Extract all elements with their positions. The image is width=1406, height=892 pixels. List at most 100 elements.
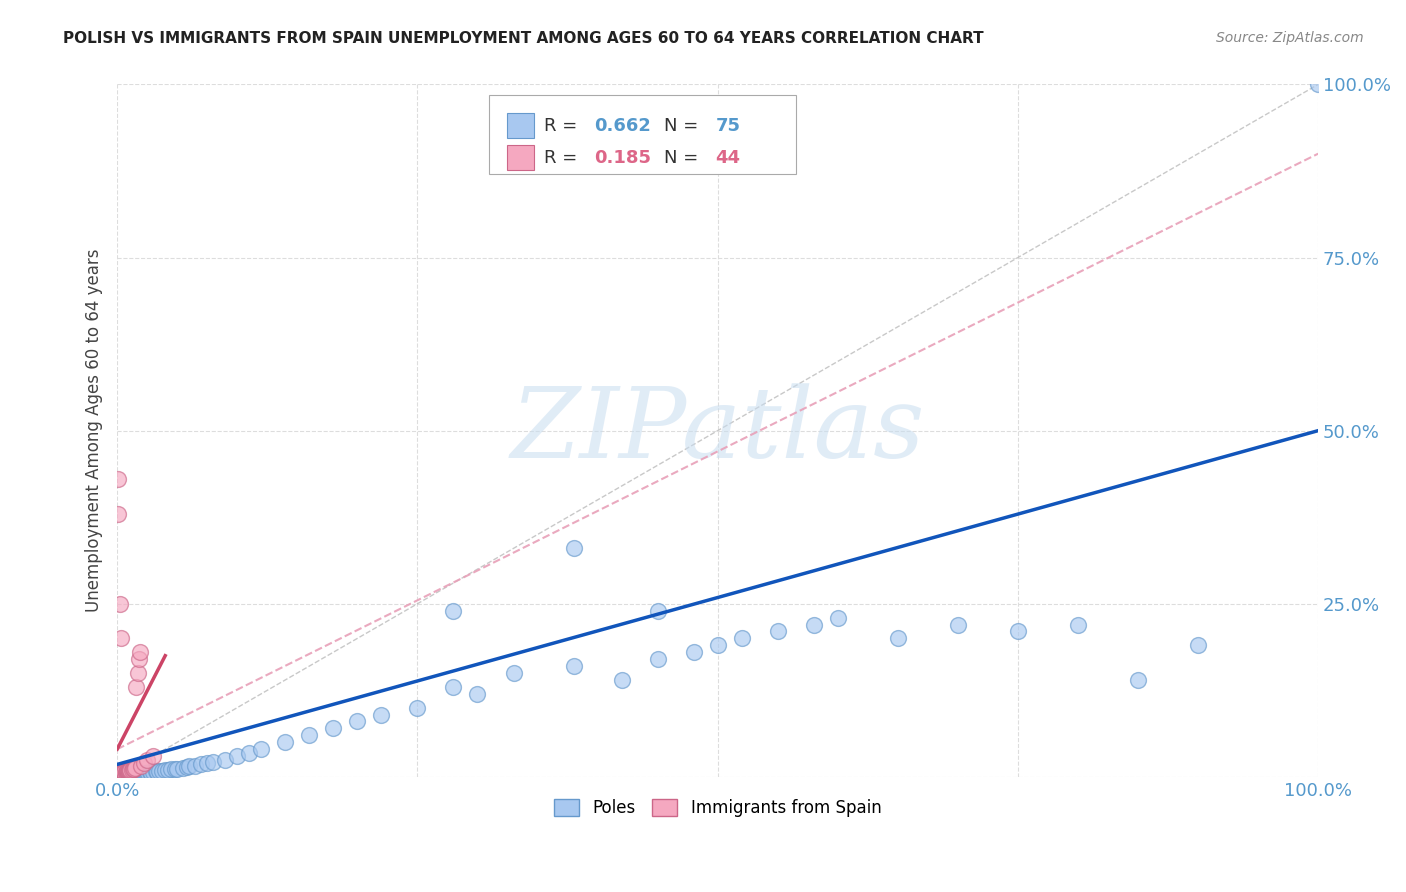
Point xyxy=(115,764,138,779)
Point xyxy=(108,768,131,782)
Point xyxy=(112,767,135,781)
Point xyxy=(118,767,141,781)
Point xyxy=(127,665,149,680)
Point xyxy=(706,638,728,652)
Point xyxy=(1187,638,1209,652)
Point xyxy=(443,604,465,618)
Text: Source: ZipAtlas.com: Source: ZipAtlas.com xyxy=(1216,31,1364,45)
Point xyxy=(274,735,297,749)
Point xyxy=(1067,617,1090,632)
Point xyxy=(120,768,142,782)
Text: 0.662: 0.662 xyxy=(593,117,651,135)
Point xyxy=(124,765,146,780)
Point xyxy=(803,617,825,632)
Point xyxy=(114,764,136,779)
Point xyxy=(124,761,146,775)
Point xyxy=(132,756,155,770)
Point xyxy=(108,765,131,780)
Point xyxy=(129,759,152,773)
Point xyxy=(160,762,183,776)
Point xyxy=(112,766,135,780)
Text: R =: R = xyxy=(544,149,576,167)
Point xyxy=(115,768,138,782)
Point xyxy=(117,764,139,779)
Point xyxy=(117,764,139,779)
Point xyxy=(195,756,218,770)
Point xyxy=(128,652,150,666)
Point xyxy=(946,617,969,632)
Point xyxy=(105,767,128,781)
Point xyxy=(298,728,321,742)
Point xyxy=(110,765,132,780)
Point xyxy=(120,764,142,778)
Point xyxy=(131,767,153,781)
Point xyxy=(108,597,131,611)
Point xyxy=(887,632,910,646)
Point xyxy=(111,766,134,780)
Point xyxy=(647,604,669,618)
Point xyxy=(1126,673,1149,687)
Text: N =: N = xyxy=(664,149,697,167)
Point xyxy=(166,762,188,776)
Point xyxy=(172,761,194,775)
Point xyxy=(107,507,129,521)
Text: N =: N = xyxy=(664,117,697,135)
Point xyxy=(155,763,177,777)
Point xyxy=(502,665,524,680)
Bar xyxy=(508,145,534,170)
Point xyxy=(156,763,179,777)
Point xyxy=(120,763,142,777)
Legend: Poles, Immigrants from Spain: Poles, Immigrants from Spain xyxy=(547,792,889,824)
Point xyxy=(139,765,162,780)
Point xyxy=(562,541,585,556)
Point xyxy=(766,624,789,639)
Point xyxy=(107,767,129,781)
Point xyxy=(682,645,704,659)
Point xyxy=(647,652,669,666)
Point xyxy=(117,767,139,781)
Point xyxy=(127,766,149,780)
Point xyxy=(110,632,132,646)
Point xyxy=(111,766,134,780)
Point xyxy=(406,700,429,714)
Point xyxy=(145,764,167,779)
Point xyxy=(121,762,143,776)
Point xyxy=(114,766,136,780)
Text: 44: 44 xyxy=(716,149,741,167)
Point xyxy=(105,768,128,782)
Point xyxy=(112,765,135,780)
Point xyxy=(142,764,165,779)
Point xyxy=(129,766,152,780)
Point xyxy=(110,766,132,780)
Point xyxy=(111,764,134,779)
Point xyxy=(138,766,160,780)
Point xyxy=(731,632,754,646)
Point xyxy=(179,759,201,773)
Point xyxy=(107,768,129,782)
Point xyxy=(129,766,152,780)
Point xyxy=(238,746,260,760)
Point xyxy=(110,766,132,780)
Point xyxy=(1308,78,1330,92)
Point xyxy=(107,472,129,486)
Y-axis label: Unemployment Among Ages 60 to 64 years: Unemployment Among Ages 60 to 64 years xyxy=(86,249,103,613)
FancyBboxPatch shape xyxy=(489,95,796,175)
Point xyxy=(111,765,134,780)
Point xyxy=(125,767,148,781)
Point xyxy=(1007,624,1029,639)
Point xyxy=(322,722,344,736)
Point xyxy=(150,764,173,778)
Point xyxy=(112,764,135,779)
Point xyxy=(121,766,143,780)
Point xyxy=(132,765,155,780)
Point xyxy=(114,765,136,780)
Point xyxy=(443,680,465,694)
Point xyxy=(370,707,392,722)
Bar xyxy=(508,113,534,138)
Point xyxy=(827,610,849,624)
Text: POLISH VS IMMIGRANTS FROM SPAIN UNEMPLOYMENT AMONG AGES 60 TO 64 YEARS CORRELATI: POLISH VS IMMIGRANTS FROM SPAIN UNEMPLOY… xyxy=(63,31,984,46)
Point xyxy=(148,764,170,779)
Point xyxy=(118,764,141,779)
Point xyxy=(610,673,633,687)
Point xyxy=(108,767,131,781)
